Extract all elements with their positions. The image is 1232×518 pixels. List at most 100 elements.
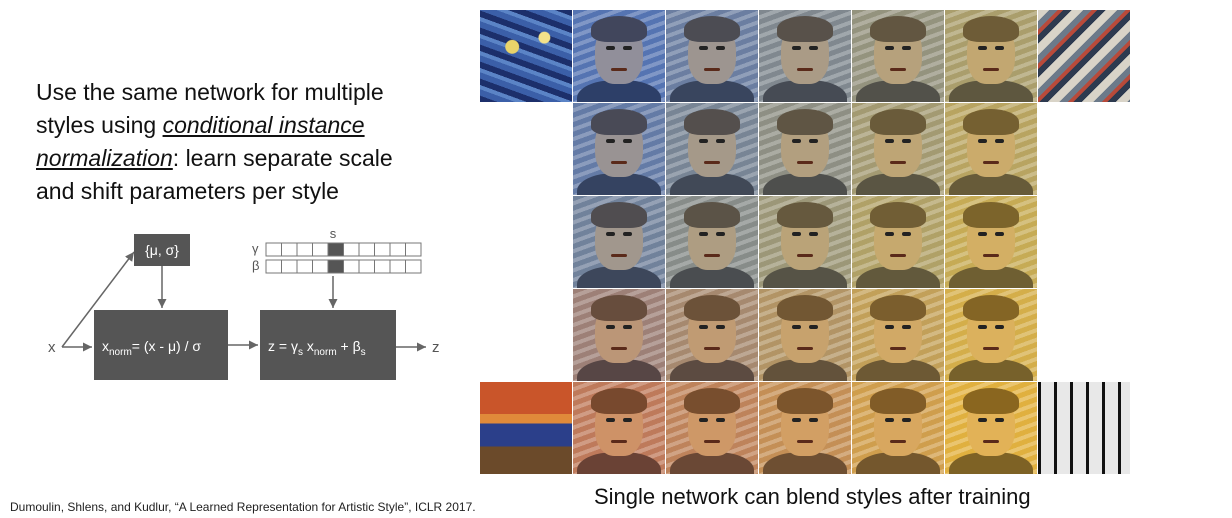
style-param-cell [374, 259, 391, 274]
portrait-eye [606, 418, 615, 422]
portrait-shoulders [949, 266, 1033, 288]
blended-portrait [852, 382, 944, 474]
portrait-eye [623, 325, 632, 329]
bullet-text: Use the same network for multiple styles… [36, 76, 436, 208]
portrait-hair [777, 388, 833, 414]
portrait-eye [606, 139, 615, 143]
portrait-eye [699, 418, 708, 422]
portrait-hair [963, 295, 1019, 321]
blended-portrait [945, 196, 1037, 288]
portrait-eye [623, 418, 632, 422]
portrait-eye [902, 139, 911, 143]
bullet-emphasis: conditional instance normalization [36, 112, 365, 171]
portrait-mouth [611, 440, 627, 443]
portrait-eye [699, 232, 708, 236]
portrait-shoulders [763, 80, 847, 102]
blended-portrait [945, 382, 1037, 474]
portrait-mouth [611, 254, 627, 257]
style-param-cell [358, 259, 375, 274]
portrait-shoulders [763, 173, 847, 195]
portrait-eye [716, 46, 725, 50]
style-param-cell [358, 242, 375, 257]
portrait-eye [978, 232, 987, 236]
cin-diagram: x {μ, σ} xnorm= (x - μ) / σ s γ β z = γs… [30, 220, 450, 390]
portrait-shoulders [856, 173, 940, 195]
portrait-eye [885, 325, 894, 329]
portrait-mouth [890, 254, 906, 257]
portrait-mouth [611, 347, 627, 350]
norm-box-label: xnorm= (x - μ) / σ [102, 338, 201, 358]
blended-portrait [945, 10, 1037, 102]
portrait-mouth [983, 161, 999, 164]
blended-portrait [759, 103, 851, 195]
portrait-eye [809, 325, 818, 329]
style-param-cell [265, 242, 282, 257]
grid-caption: Single network can blend styles after tr… [594, 484, 1031, 509]
style-param-cell [265, 259, 282, 274]
affine-x: x [303, 338, 314, 354]
portrait-shoulders [577, 80, 661, 102]
portrait-hair [777, 109, 833, 135]
portrait-shoulders [670, 266, 754, 288]
portrait-eye [606, 325, 615, 329]
portrait-mouth [797, 68, 813, 71]
portrait-eye [885, 139, 894, 143]
bullet-part1: Use the same network for multiple styles… [36, 79, 384, 138]
portrait-eye [792, 46, 801, 50]
blended-portrait [852, 10, 944, 102]
portrait-hair [591, 388, 647, 414]
portrait-hair [870, 16, 926, 42]
beta-params [265, 259, 422, 274]
blended-portrait [945, 103, 1037, 195]
portrait-eye [902, 418, 911, 422]
portrait-eye [623, 139, 632, 143]
portrait-eye [699, 139, 708, 143]
blended-portrait [945, 289, 1037, 381]
bullet-part2: : learn separate scale and shift paramet… [36, 145, 393, 204]
blended-portrait [573, 382, 665, 474]
norm-box [94, 310, 228, 380]
portrait-hair [684, 388, 740, 414]
portrait-eye [716, 418, 725, 422]
portrait-eye [902, 325, 911, 329]
style-param-cell [405, 259, 422, 274]
portrait-eye [699, 325, 708, 329]
norm-rest: = (x - μ) / σ [132, 338, 202, 354]
portrait-shoulders [577, 266, 661, 288]
portrait-eye [995, 325, 1004, 329]
blended-portrait [573, 103, 665, 195]
portrait-eye [978, 418, 987, 422]
portrait-mouth [797, 161, 813, 164]
portrait-mouth [890, 68, 906, 71]
portrait-hair [777, 295, 833, 321]
portrait-shoulders [856, 80, 940, 102]
portrait-hair [963, 16, 1019, 42]
portrait-mouth [797, 440, 813, 443]
portrait-eye [978, 46, 987, 50]
portrait-hair [777, 16, 833, 42]
style-param-cell [312, 242, 329, 257]
blended-portrait [852, 103, 944, 195]
norm-sub: norm [109, 347, 132, 358]
portrait-hair [870, 295, 926, 321]
portrait-mouth [611, 68, 627, 71]
portrait-eye [995, 418, 1004, 422]
portrait-eye [716, 325, 725, 329]
blended-portrait [666, 289, 758, 381]
portrait-eye [902, 46, 911, 50]
style-param-cell [374, 242, 391, 257]
style-image-the-scream [480, 382, 572, 474]
stats-box [134, 234, 190, 266]
portrait-eye [716, 232, 725, 236]
output-label: z [432, 339, 440, 356]
portrait-hair [684, 295, 740, 321]
portrait-eye [809, 232, 818, 236]
style-param-cell [281, 242, 298, 257]
blended-portrait [759, 196, 851, 288]
portrait-hair [963, 388, 1019, 414]
portrait-shoulders [670, 452, 754, 474]
portrait-eye [606, 46, 615, 50]
portrait-eye [995, 139, 1004, 143]
portrait-shoulders [577, 173, 661, 195]
gamma-params [265, 242, 422, 257]
